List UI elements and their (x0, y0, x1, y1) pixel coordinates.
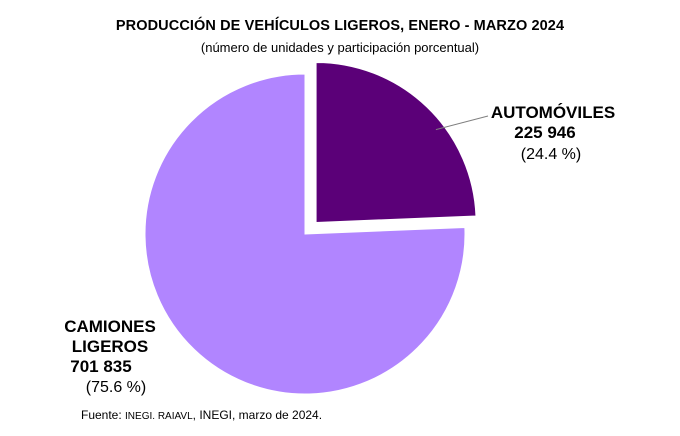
slice-label-camiones-line1: CAMIONES (64, 317, 156, 336)
chart-title: PRODUCCIÓN DE VEHÍCULOS LIGEROS, ENERO -… (115, 18, 565, 34)
slice-label-automoviles: AUTOMÓVILES (491, 103, 615, 122)
slice-label-camiones-line2: LIGEROS (72, 337, 149, 356)
source-small: INEGI. RAIAVL (125, 411, 193, 422)
chart-subtitle: (número de unidades y participación porc… (200, 40, 480, 55)
pie-slice-camiones-ligeros (144, 73, 466, 395)
slice-percent-automoviles: (24.4 %) (521, 146, 581, 163)
label-leader-line (435, 115, 489, 131)
source-note: Fuente: INEGI. RAIAVL, INEGI, marzo de 2… (81, 408, 322, 422)
pie-slice-automoviles (315, 61, 477, 223)
slice-value-automoviles: 225 946 (514, 123, 575, 142)
slice-value-camiones-ligeros: 701 835 (70, 357, 131, 376)
slice-percent-camiones-ligeros: (75.6 %) (86, 379, 146, 396)
source-prefix: Fuente: (81, 408, 126, 422)
source-suffix: , INEGI, marzo de 2024. (192, 408, 323, 422)
